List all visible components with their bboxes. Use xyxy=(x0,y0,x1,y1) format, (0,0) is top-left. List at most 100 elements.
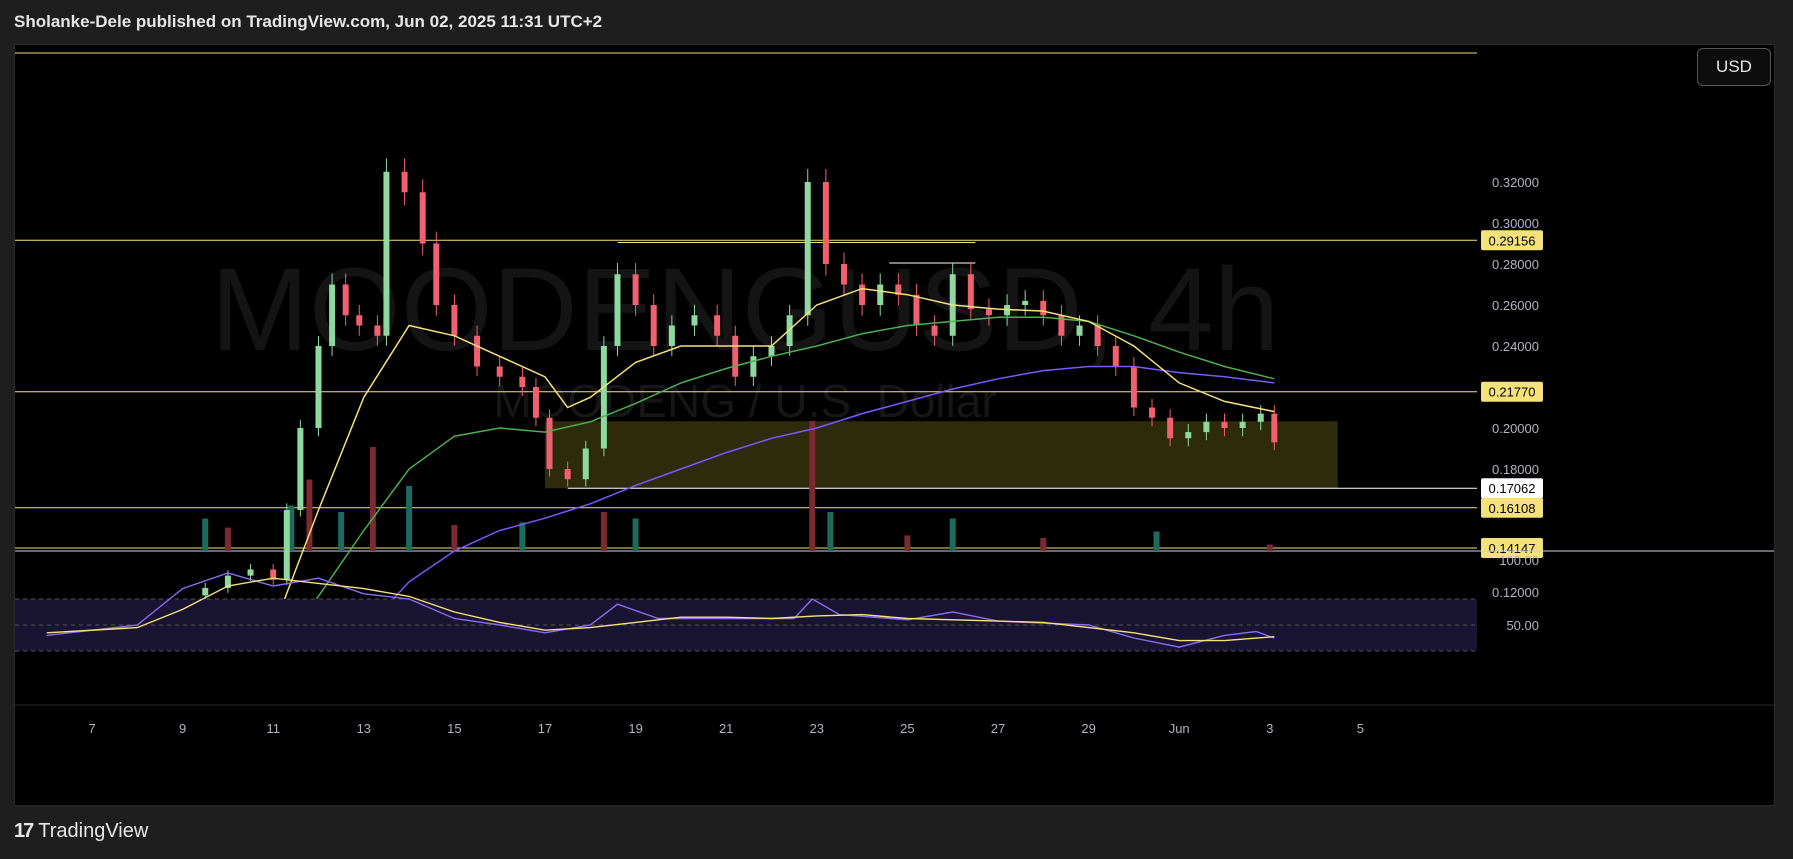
y-tick-label: 0.28000 xyxy=(1492,257,1539,272)
level-price-label: 0.29156 xyxy=(1489,233,1536,248)
x-tick-label: 13 xyxy=(357,721,371,736)
x-tick-label: 29 xyxy=(1081,721,1095,736)
volume-bar xyxy=(809,421,816,551)
x-tick-label: 7 xyxy=(88,721,95,736)
candle-body xyxy=(1203,421,1210,433)
level-price-label: 0.14147 xyxy=(1489,541,1536,556)
y-tick-label: 0.12000 xyxy=(1492,585,1539,600)
candle-body xyxy=(329,284,336,346)
tradingview-logo[interactable]: 17 TradingView xyxy=(14,820,148,843)
candle-body xyxy=(1076,325,1083,336)
x-tick-label: 21 xyxy=(719,721,733,736)
candle-body xyxy=(224,575,231,588)
horizontal-levels: 0.29156 0.21770 0.17062 0.16108 0.14147 xyxy=(15,52,1774,558)
candle-body xyxy=(668,325,675,346)
watermark: MOODENGUSD, 4h MOODENG / U.S. Dollar xyxy=(211,244,1280,427)
x-tick-label: 15 xyxy=(447,721,461,736)
candle-body xyxy=(1239,421,1246,428)
rsi-ma-line xyxy=(46,577,1275,642)
candle-body xyxy=(931,325,938,336)
volume-bar xyxy=(1266,544,1273,551)
candle-body xyxy=(804,182,811,316)
x-tick-label: 17 xyxy=(538,721,552,736)
chart-frame[interactable]: MOODENGUSD, 4h MOODENG / U.S. Dollar 0.2… xyxy=(14,44,1775,806)
x-tick-label: 3 xyxy=(1266,721,1273,736)
zone-rect xyxy=(545,421,1338,489)
x-tick-label: 19 xyxy=(628,721,642,736)
candle-body xyxy=(270,569,277,580)
candle-body xyxy=(1221,421,1228,428)
level-price-tag xyxy=(1481,537,1543,558)
level-price-tag xyxy=(1481,230,1543,251)
candle-body xyxy=(691,315,698,326)
candle-body xyxy=(985,309,992,316)
candle-body xyxy=(600,346,607,449)
candle-body xyxy=(582,448,589,480)
volume-bars xyxy=(202,421,1273,551)
level-price-tag xyxy=(1481,478,1543,499)
candle-body xyxy=(614,274,621,346)
volume-bar xyxy=(224,527,231,551)
price-axis[interactable]: 0.32000 0.30000 0.28000 0.26000 0.24000 0.200… xyxy=(1492,175,1539,600)
volume-bar xyxy=(306,479,313,551)
candle-body xyxy=(1185,432,1192,439)
candle-body xyxy=(546,417,553,469)
tradingview-logo-icon: 17 xyxy=(14,820,34,842)
candle-body xyxy=(913,294,920,326)
candle-body xyxy=(1094,325,1101,346)
candle-body xyxy=(840,264,847,285)
y-tick-label: 0.20000 xyxy=(1492,421,1539,436)
candle-body xyxy=(1271,413,1278,443)
candle-body xyxy=(1058,315,1065,336)
time-axis[interactable]: 7 9 11 13 15 17 19 21 23 25 27 29 Jun 3 5 xyxy=(88,721,1364,736)
volume-bar xyxy=(369,447,376,551)
level-price-label: 0.17062 xyxy=(1489,481,1536,496)
candle-body xyxy=(202,587,209,596)
volume-bar xyxy=(406,486,413,551)
ema-mid-line xyxy=(295,316,1275,630)
candle-body xyxy=(451,305,458,336)
volume-bar xyxy=(827,512,834,551)
candle-body xyxy=(632,274,639,305)
y-tick-label: 0.30000 xyxy=(1492,216,1539,231)
volume-bar xyxy=(519,522,526,551)
candle-body xyxy=(247,569,254,576)
candle-body xyxy=(374,325,381,336)
x-tick-label: Jun xyxy=(1169,721,1190,736)
volume-bar xyxy=(600,512,607,551)
demand-zone xyxy=(545,421,1338,489)
candle-body xyxy=(315,346,322,428)
level-price-tag xyxy=(1481,381,1543,402)
candle-body xyxy=(564,469,571,480)
volume-bar xyxy=(1040,538,1047,551)
candle-body xyxy=(356,315,363,326)
candle-body xyxy=(732,335,739,377)
candle-body xyxy=(1022,300,1029,305)
x-tick-label: 9 xyxy=(179,721,186,736)
publish-attribution: Sholanke-Dele published on TradingView.c… xyxy=(14,12,603,31)
currency-button[interactable]: USD xyxy=(1697,48,1771,86)
x-tick-label: 11 xyxy=(266,721,280,736)
candle-body xyxy=(822,182,829,264)
x-tick-label: 27 xyxy=(991,721,1005,736)
candle-body xyxy=(714,315,721,336)
volume-bar xyxy=(338,512,345,551)
level-price-label: 0.21770 xyxy=(1489,385,1536,400)
x-tick-label: 5 xyxy=(1357,721,1364,736)
rsi-line xyxy=(46,572,1275,648)
price-chart-svg[interactable]: MOODENGUSD, 4h MOODENG / U.S. Dollar 0.2… xyxy=(15,45,1774,805)
candle-body xyxy=(859,284,866,305)
candle-body xyxy=(383,171,390,336)
candle-body xyxy=(419,192,426,244)
volume-bar xyxy=(202,518,209,551)
candle-body xyxy=(1257,413,1264,422)
watermark-symbol: MOODENGUSD, 4h xyxy=(211,244,1280,376)
candle-body xyxy=(786,315,793,346)
y-tick-label: 0.24000 xyxy=(1492,339,1539,354)
x-tick-label: 25 xyxy=(900,721,914,736)
candle-body xyxy=(967,274,974,310)
candle-body xyxy=(433,243,440,305)
rsi-tick-label: 100.00 xyxy=(1499,553,1539,568)
candle-body xyxy=(496,366,503,377)
y-tick-label: 0.26000 xyxy=(1492,298,1539,313)
